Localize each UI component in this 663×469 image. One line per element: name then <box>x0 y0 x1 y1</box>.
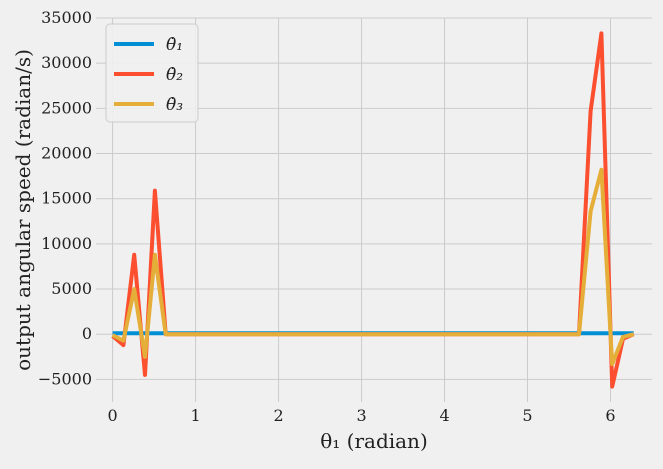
y-tick-label: 5000 <box>51 279 92 298</box>
series-line-3 <box>111 167 635 367</box>
y-tick-label: 10000 <box>41 234 92 253</box>
x-tick-label: 2 <box>273 406 283 425</box>
legend-label-2: θ̇₂ <box>166 65 183 85</box>
legend: θ̇₁ θ̇₂ θ̇₃ <box>105 23 199 123</box>
x-axis-label: θ₁ (radian) <box>320 429 428 453</box>
series-layer <box>111 31 635 389</box>
y-tick-label: −5000 <box>38 369 92 388</box>
x-tick-label: 3 <box>356 406 366 425</box>
y-tick-label: 20000 <box>41 144 92 163</box>
y-tick-label: 25000 <box>41 98 92 117</box>
legend-label-3: θ̇₃ <box>166 95 183 115</box>
tick-labels: 0 1 2 3 4 5 6 −5000 0 5000 10000 15000 20000 25000 300… <box>38 8 616 425</box>
x-tick-label: 1 <box>190 406 200 425</box>
x-tick-label: 0 <box>108 406 118 425</box>
x-tick-label: 6 <box>605 406 615 425</box>
x-tick-label: 4 <box>439 406 449 425</box>
legend-label-1: θ̇₁ <box>166 35 183 55</box>
y-axis-label: output angular speed (radian/s) <box>11 49 35 371</box>
grid <box>96 17 652 402</box>
x-tick-label: 5 <box>522 406 532 425</box>
y-tick-label: 0 <box>82 324 92 343</box>
y-tick-label: 30000 <box>41 53 92 72</box>
y-tick-label: 35000 <box>41 8 92 27</box>
y-tick-label: 15000 <box>41 189 92 208</box>
